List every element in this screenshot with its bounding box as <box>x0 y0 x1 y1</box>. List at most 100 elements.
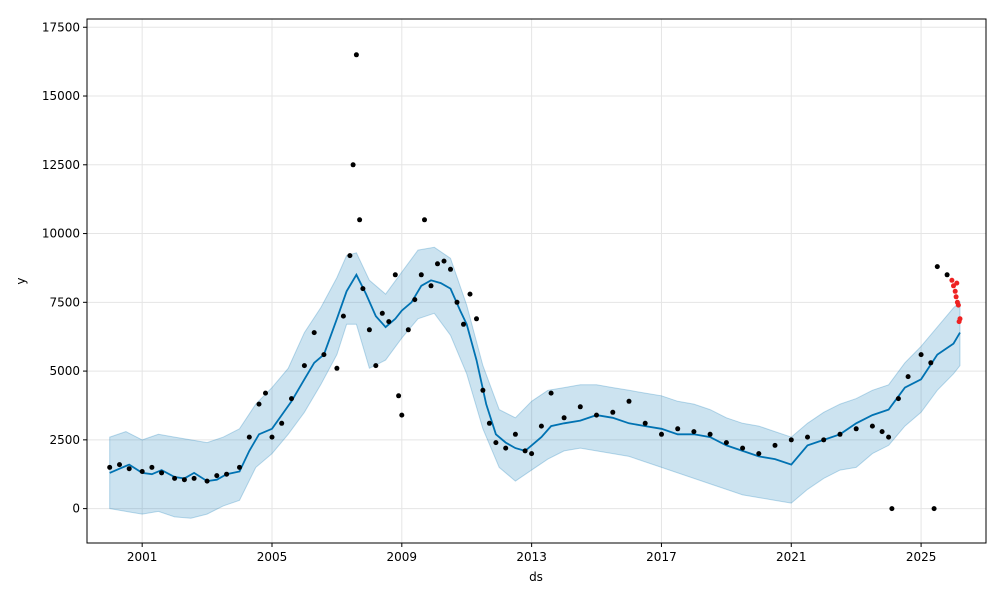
history-point <box>691 429 697 435</box>
history-point <box>366 327 372 333</box>
history-point <box>538 423 544 429</box>
history-point <box>386 319 392 325</box>
x-axis-ticks: 2001 2005 2009 2013 2017 2021 2025 <box>127 543 936 564</box>
history-point <box>853 426 859 432</box>
history-point <box>353 52 359 58</box>
y-tick-label: 12500 <box>42 158 80 172</box>
history-point <box>522 448 528 454</box>
history-point <box>486 420 492 426</box>
history-point <box>928 360 934 366</box>
history-point <box>821 437 827 443</box>
history-point <box>740 445 746 451</box>
x-tick-label: 2005 <box>257 550 288 564</box>
history-point <box>895 396 901 402</box>
y-tick-label: 0 <box>72 502 80 516</box>
x-tick-label: 2025 <box>906 550 937 564</box>
history-point <box>405 327 411 333</box>
history-point <box>480 387 486 393</box>
history-point <box>418 272 424 278</box>
history-point <box>263 390 268 396</box>
history-point <box>659 431 664 437</box>
x-axis-label: ds <box>529 570 543 584</box>
history-point <box>422 217 427 223</box>
history-point <box>772 442 778 448</box>
history-point <box>503 445 509 451</box>
history-point <box>454 299 460 305</box>
forecast-line-layer <box>109 272 961 483</box>
outlier-point <box>889 506 895 512</box>
history-point <box>301 363 307 369</box>
y-axis-ticks: 0 2500 5000 7500 10000 12500 15000 17500 <box>42 20 87 516</box>
history-point <box>392 272 398 278</box>
history-point <box>412 297 418 303</box>
history-point <box>448 266 453 272</box>
history-point <box>467 291 473 297</box>
history-point <box>373 363 379 369</box>
history-point <box>139 469 145 474</box>
history-point <box>214 473 220 479</box>
y-tick-label: 15000 <box>42 89 80 103</box>
test-point <box>952 288 958 294</box>
history-point <box>191 475 197 481</box>
history-point <box>279 420 285 426</box>
history-point <box>944 272 950 278</box>
history-point <box>399 412 405 418</box>
test-point <box>957 316 963 322</box>
history-point <box>788 437 794 443</box>
history-point <box>441 258 447 264</box>
history-point <box>224 471 230 477</box>
history-point <box>805 434 810 440</box>
test-point <box>954 280 960 286</box>
history-point <box>869 423 875 429</box>
history-point <box>675 426 681 432</box>
history-point <box>512 431 518 437</box>
test-point <box>955 302 961 308</box>
plot-frame <box>86 18 987 544</box>
data-points-layer <box>107 52 963 512</box>
history-point <box>561 415 567 421</box>
history-point <box>172 475 178 481</box>
history-point <box>126 466 132 472</box>
test-point <box>949 277 955 283</box>
history-point <box>428 283 434 289</box>
history-point <box>289 396 294 402</box>
history-point <box>360 286 366 292</box>
history-point <box>461 321 466 327</box>
history-point <box>756 451 762 457</box>
history-point <box>837 431 843 437</box>
history-point <box>626 398 632 404</box>
history-point <box>723 440 729 446</box>
history-point <box>269 434 275 440</box>
history-point <box>577 404 583 410</box>
history-point <box>493 440 499 446</box>
history-point <box>548 390 554 396</box>
history-point <box>474 316 479 322</box>
history-point <box>379 310 385 316</box>
history-point <box>529 451 535 457</box>
history-point <box>334 365 340 371</box>
y-tick-label: 10000 <box>42 227 80 241</box>
history-point <box>350 162 356 168</box>
history-point <box>642 420 648 426</box>
x-tick-label: 2013 <box>516 550 547 564</box>
forecast-line <box>109 272 961 483</box>
history-point <box>610 409 616 415</box>
x-tick-label: 2017 <box>646 550 677 564</box>
history-point <box>340 313 346 319</box>
history-point <box>435 261 440 267</box>
history-point <box>149 464 155 470</box>
history-point <box>905 374 911 380</box>
history-point <box>879 429 885 435</box>
history-point <box>107 464 113 470</box>
history-point <box>918 352 924 358</box>
x-tick-label: 2021 <box>776 550 807 564</box>
history-point <box>204 478 210 484</box>
history-point <box>159 470 165 476</box>
y-tick-label: 5000 <box>49 364 80 378</box>
history-point <box>357 217 363 223</box>
history-point <box>886 434 892 440</box>
outlier-point <box>931 506 937 512</box>
y-axis-label: y <box>14 277 28 284</box>
